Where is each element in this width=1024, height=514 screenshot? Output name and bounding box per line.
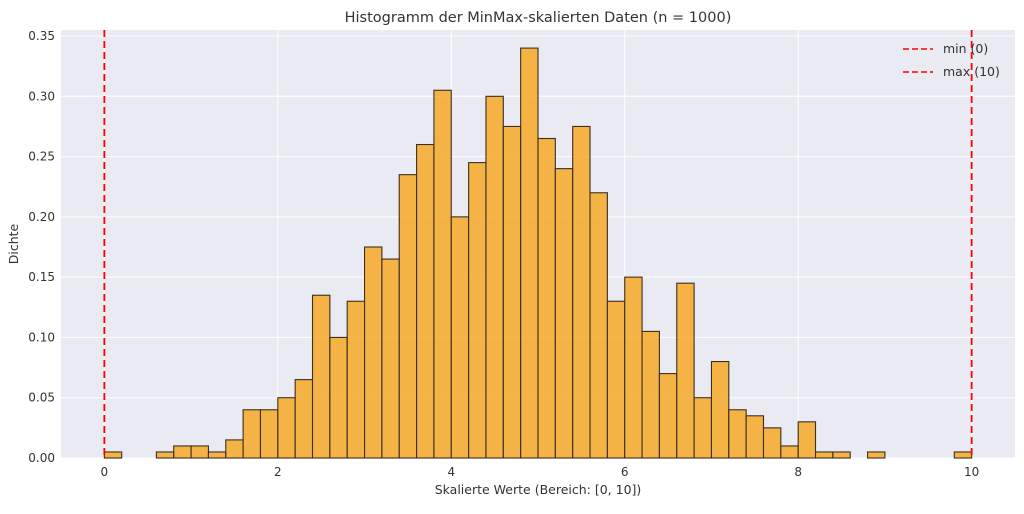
histogram-bar — [311, 294, 331, 459]
histogram-bar — [814, 451, 834, 459]
histogram-bar — [346, 300, 366, 459]
histogram-bar — [173, 445, 192, 459]
histogram-bar — [953, 451, 973, 459]
histogram-bar — [416, 143, 435, 459]
histogram-bar — [242, 409, 262, 459]
histogram-bar — [658, 373, 678, 459]
histogram-bar — [468, 162, 487, 459]
legend: min (0) max (10) — [903, 41, 1000, 79]
x-axis-ticks: 0 2 4 6 8 10 — [101, 465, 980, 479]
histogram-bar — [728, 409, 747, 459]
histogram-bars — [103, 47, 973, 459]
histogram-bar — [693, 397, 713, 459]
histogram-bar — [710, 360, 730, 459]
legend-label-max: max (10) — [943, 64, 1000, 79]
histogram-bar — [398, 174, 418, 459]
histogram-bar — [520, 47, 539, 459]
histogram-bar — [676, 282, 695, 459]
histogram-bar — [103, 451, 123, 459]
histogram-bar — [867, 451, 886, 459]
x-tick-label: 6 — [621, 465, 629, 479]
x-tick-label: 8 — [794, 465, 802, 479]
y-tick-label: 0.10 — [28, 330, 55, 344]
x-tick-label: 4 — [447, 465, 455, 479]
x-tick-label: 2 — [274, 465, 282, 479]
y-tick-label: 0.00 — [28, 451, 55, 465]
histogram-bar — [155, 451, 175, 459]
histogram-bar — [606, 300, 626, 459]
histogram-bar — [329, 336, 348, 459]
histogram-bar — [745, 415, 765, 459]
x-axis-label: Skalierte Werte (Bereich: [0, 10]) — [435, 482, 642, 497]
y-tick-label: 0.15 — [28, 270, 55, 284]
histogram-bar — [259, 409, 279, 459]
histogram-bar — [381, 258, 400, 459]
reference-lines — [103, 30, 973, 458]
chart-title: Histogramm der MinMax-skalierten Daten (… — [345, 10, 732, 26]
histogram-bar — [554, 168, 574, 459]
histogram-bar — [641, 330, 660, 459]
histogram-bar — [589, 192, 608, 459]
histogram-bar — [485, 95, 504, 459]
histogram-bar — [572, 125, 591, 459]
histogram-bar — [780, 445, 799, 459]
histogram-bar — [190, 445, 209, 459]
y-tick-label: 0.20 — [28, 210, 55, 224]
histogram-bar — [832, 451, 851, 459]
x-tick-label: 0 — [101, 465, 109, 479]
y-tick-label: 0.05 — [28, 391, 55, 405]
histogram-bar — [762, 427, 782, 459]
y-axis-label: Dichte — [6, 223, 21, 264]
legend-label-min: min (0) — [943, 41, 988, 56]
histogram-bar — [797, 421, 817, 459]
histogram-bar — [450, 216, 470, 459]
histogram-bar — [624, 276, 643, 459]
histogram-bar — [207, 451, 227, 459]
x-tick-label: 10 — [964, 465, 979, 479]
histogram-bar — [537, 137, 556, 459]
y-axis-ticks: 0.00 0.05 0.10 0.15 0.20 0.25 0.30 0.35 — [28, 29, 55, 465]
y-tick-label: 0.30 — [28, 89, 55, 103]
histogram-bar — [363, 246, 383, 459]
histogram-bar — [502, 125, 522, 459]
histogram-bar — [294, 379, 314, 459]
histogram-bar — [225, 439, 244, 459]
y-tick-label: 0.25 — [28, 150, 55, 164]
histogram-bar — [277, 397, 296, 459]
y-tick-label: 0.35 — [28, 29, 55, 43]
histogram-bar — [433, 89, 452, 459]
